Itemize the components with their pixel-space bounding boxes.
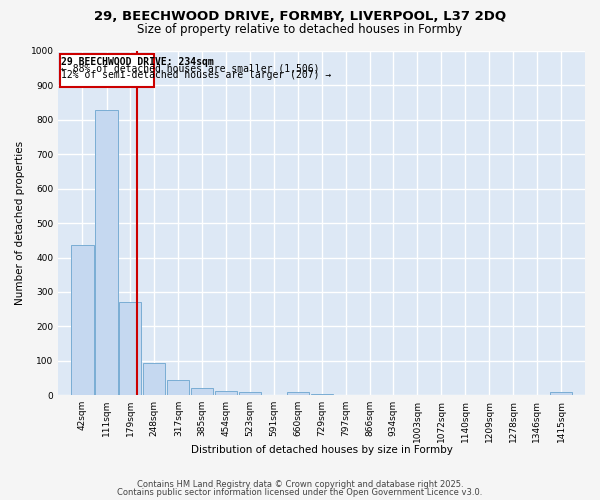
Bar xyxy=(95,110,118,395)
X-axis label: Distribution of detached houses by size in Formby: Distribution of detached houses by size … xyxy=(191,445,452,455)
Bar xyxy=(215,391,237,395)
Text: Contains HM Land Registry data © Crown copyright and database right 2025.: Contains HM Land Registry data © Crown c… xyxy=(137,480,463,489)
Bar xyxy=(287,392,309,395)
Y-axis label: Number of detached properties: Number of detached properties xyxy=(15,141,25,305)
Bar xyxy=(239,392,261,395)
Bar xyxy=(167,380,190,395)
Text: ← 88% of detached houses are smaller (1,506): ← 88% of detached houses are smaller (1,… xyxy=(61,63,319,73)
Text: Size of property relative to detached houses in Formby: Size of property relative to detached ho… xyxy=(137,22,463,36)
Bar xyxy=(59,54,154,87)
Bar xyxy=(191,388,213,395)
Text: 12% of semi-detached houses are larger (207) →: 12% of semi-detached houses are larger (… xyxy=(61,70,331,80)
Bar xyxy=(71,246,94,395)
Bar xyxy=(119,302,141,395)
Text: 29, BEECHWOOD DRIVE, FORMBY, LIVERPOOL, L37 2DQ: 29, BEECHWOOD DRIVE, FORMBY, LIVERPOOL, … xyxy=(94,10,506,23)
Bar xyxy=(143,363,166,395)
Bar xyxy=(550,392,572,395)
Text: 29 BEECHWOOD DRIVE: 234sqm: 29 BEECHWOOD DRIVE: 234sqm xyxy=(61,57,214,67)
Bar xyxy=(311,394,333,395)
Text: Contains public sector information licensed under the Open Government Licence v3: Contains public sector information licen… xyxy=(118,488,482,497)
